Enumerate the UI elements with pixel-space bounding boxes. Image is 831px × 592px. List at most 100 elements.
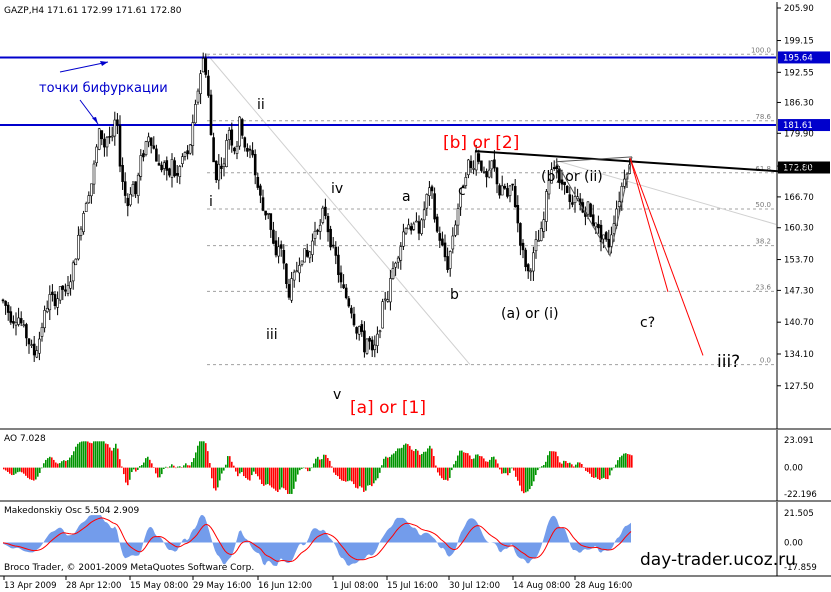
ao-bar-down — [259, 467, 261, 480]
ao-bar-down — [585, 467, 587, 471]
ao-bar-down — [435, 465, 437, 468]
ao-bar-down — [237, 467, 239, 477]
candle-bull — [290, 278, 293, 301]
ao-bar-up — [45, 459, 47, 468]
ao-bar-up — [493, 456, 495, 468]
price-tick-label: 173.10 — [784, 162, 814, 172]
candle-bear — [441, 238, 444, 246]
price-tick-label: 140.70 — [784, 318, 814, 328]
ao-bar-up — [403, 444, 405, 468]
candle-bear — [123, 181, 127, 196]
wave-label-iii: iii — [266, 327, 278, 343]
trendline — [474, 150, 781, 173]
ao-bar-up — [97, 441, 99, 468]
ao-bar-down — [335, 467, 337, 475]
mak-tick-label: 0.00 — [784, 539, 803, 549]
candle-bull — [532, 252, 535, 272]
ao-bar-down — [325, 454, 327, 468]
candle-bull — [547, 180, 551, 195]
ao-bar-down — [465, 452, 467, 468]
ao-bar-down — [65, 460, 67, 468]
candle-bear — [233, 147, 236, 152]
ao-bar-down — [117, 448, 119, 468]
ao-bar-down — [521, 467, 523, 492]
candle-bear — [4, 300, 7, 306]
ao-bar-up — [615, 464, 617, 468]
candle-bull — [139, 155, 143, 177]
candle-bear — [337, 254, 340, 276]
ao-bar-up — [369, 467, 371, 486]
candle-bear — [126, 197, 130, 207]
candle-bear — [352, 313, 356, 326]
candle-bull — [357, 326, 361, 335]
ao-bar-up — [619, 457, 621, 468]
ao-bar-up — [47, 458, 49, 468]
ao-bar-up — [161, 467, 163, 475]
ao-bar-down — [341, 467, 343, 481]
ao-bar-down — [433, 456, 435, 468]
fib-diagonal-line-2 — [559, 161, 777, 225]
ao-bar-up — [73, 451, 75, 468]
candle-bull — [428, 187, 431, 196]
ao-bar-up — [401, 447, 403, 468]
ao-bar-up — [145, 458, 147, 468]
candle-bull — [534, 239, 538, 252]
ao-bar-up — [381, 465, 383, 468]
candle-bull — [602, 234, 605, 240]
fib-level-label: 50.0 — [755, 201, 771, 209]
ao-bar-down — [501, 467, 503, 474]
candle-bull — [201, 58, 205, 73]
candle-bear — [443, 242, 447, 258]
current-price-badge — [778, 161, 830, 174]
ao-bar-down — [559, 462, 561, 468]
fib-level-label: 0.0 — [760, 357, 771, 365]
ao-bar-down — [57, 463, 59, 468]
ao-bar-down — [607, 467, 609, 480]
wave-label-b2: [b] or [2] — [443, 133, 519, 153]
ao-bar-up — [83, 441, 85, 468]
candle-bear — [168, 168, 171, 176]
wave-label-c: c — [458, 183, 466, 199]
projection-line — [629, 157, 704, 356]
candle-bull — [508, 185, 512, 196]
candle-bull — [144, 141, 148, 155]
ao-bar-up — [601, 467, 603, 479]
candle-bull — [95, 146, 98, 164]
ao-bar-up — [183, 465, 185, 468]
candle-bull — [183, 152, 187, 157]
candle-bull — [389, 278, 392, 303]
ao-bar-down — [173, 465, 175, 468]
candle-bull — [321, 207, 325, 223]
candle-bear — [326, 216, 330, 233]
candle-bull — [129, 193, 132, 206]
price-tick-label: 186.30 — [784, 98, 814, 108]
candle-bull — [376, 333, 379, 346]
fib-level-label: 23.6 — [755, 283, 771, 291]
candle-bull — [14, 321, 18, 326]
candle-bull — [425, 194, 429, 209]
ao-bar-down — [235, 467, 237, 472]
candle-bull — [227, 130, 231, 140]
ao-bar-down — [305, 467, 307, 469]
ao-bar-up — [41, 467, 43, 469]
ao-bar-up — [101, 441, 103, 468]
candle-bear — [285, 263, 288, 284]
ao-header: AO 7.028 — [4, 434, 46, 444]
ao-bar-down — [261, 467, 263, 485]
candle-bear — [246, 147, 249, 152]
candle-bear — [355, 327, 358, 334]
ao-bar-up — [99, 441, 101, 468]
ao-tick-label: 0.00 — [784, 464, 803, 474]
ao-bar-up — [383, 458, 385, 468]
ao-bar-up — [459, 450, 461, 468]
ao-bar-down — [447, 467, 449, 481]
ao-bar-down — [175, 467, 177, 469]
ao-bar-up — [415, 449, 417, 468]
ao-bar-down — [327, 458, 329, 468]
ao-bar-down — [627, 454, 629, 468]
ao-bar-up — [473, 458, 475, 468]
ao-bar-down — [483, 458, 485, 468]
candle-bull — [529, 270, 533, 273]
ao-bar-up — [39, 467, 41, 474]
ao-tick-label: 23.091 — [784, 436, 814, 446]
